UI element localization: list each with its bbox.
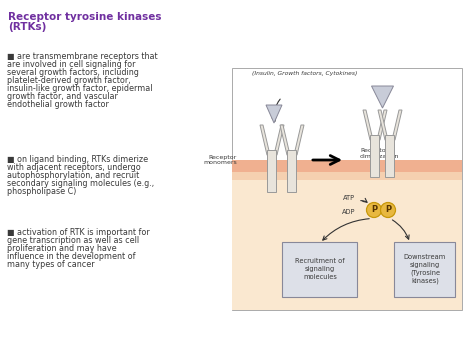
Text: gene transcription as well as cell: gene transcription as well as cell <box>7 236 139 245</box>
FancyBboxPatch shape <box>394 241 456 296</box>
Text: Recruitment of
signaling
molecules: Recruitment of signaling molecules <box>295 258 345 280</box>
Polygon shape <box>274 125 284 155</box>
Text: influence in the development of: influence in the development of <box>7 252 136 261</box>
Text: autophosphorylation, and recruit: autophosphorylation, and recruit <box>7 171 139 180</box>
Text: P: P <box>385 206 391 214</box>
Text: with adjacent receptors, undergo: with adjacent receptors, undergo <box>7 163 141 172</box>
Circle shape <box>366 202 382 218</box>
Text: insulin-like growth factor, epidermal: insulin-like growth factor, epidermal <box>7 84 153 93</box>
Bar <box>385 135 394 177</box>
Text: ■ are transmembrane receptors that: ■ are transmembrane receptors that <box>7 52 158 61</box>
Text: secondary signaling molecules (e.g.,: secondary signaling molecules (e.g., <box>7 179 154 188</box>
Text: Receptor tyrosine kinases: Receptor tyrosine kinases <box>8 12 162 22</box>
Text: many types of cancer: many types of cancer <box>7 260 95 269</box>
Text: Receptor
dimerization: Receptor dimerization <box>360 148 400 159</box>
Bar <box>232 160 462 172</box>
Polygon shape <box>392 110 402 140</box>
Polygon shape <box>372 86 393 108</box>
Text: Receptor
monomers: Receptor monomers <box>203 154 237 165</box>
Text: Downstream
signaling
(Tyrosine
kinases): Downstream signaling (Tyrosine kinases) <box>404 254 446 284</box>
Circle shape <box>381 202 395 218</box>
Text: P: P <box>371 206 377 214</box>
Text: growth factor, and vascular: growth factor, and vascular <box>7 92 118 101</box>
Text: (RTKs): (RTKs) <box>8 22 46 32</box>
Polygon shape <box>363 110 373 140</box>
Text: are involved in cell signaling for: are involved in cell signaling for <box>7 60 136 69</box>
Text: platelet-derived growth factor,: platelet-derived growth factor, <box>7 76 131 85</box>
Bar <box>232 160 462 310</box>
Text: ■ on ligand binding, RTKs dimerize: ■ on ligand binding, RTKs dimerize <box>7 155 148 164</box>
Bar <box>371 135 380 177</box>
Polygon shape <box>378 110 388 140</box>
Text: several growth factors, including: several growth factors, including <box>7 68 139 77</box>
Polygon shape <box>260 125 270 155</box>
Text: phospholipase C): phospholipase C) <box>7 187 76 196</box>
Polygon shape <box>280 125 290 155</box>
Bar <box>288 150 297 192</box>
Polygon shape <box>266 105 282 123</box>
Text: endothelial growth factor: endothelial growth factor <box>7 100 109 109</box>
Text: proliferation and may have: proliferation and may have <box>7 244 117 253</box>
Polygon shape <box>294 125 304 155</box>
Text: (Insulin, Growth factors, Cytokines): (Insulin, Growth factors, Cytokines) <box>252 71 358 76</box>
Bar <box>232 68 462 310</box>
Text: ■ activation of RTK is important for: ■ activation of RTK is important for <box>7 228 150 237</box>
Bar <box>267 150 276 192</box>
Bar <box>232 172 462 180</box>
Polygon shape <box>377 110 387 140</box>
Text: ATP: ATP <box>343 195 355 201</box>
Text: ADP: ADP <box>341 209 355 215</box>
FancyBboxPatch shape <box>283 241 357 296</box>
